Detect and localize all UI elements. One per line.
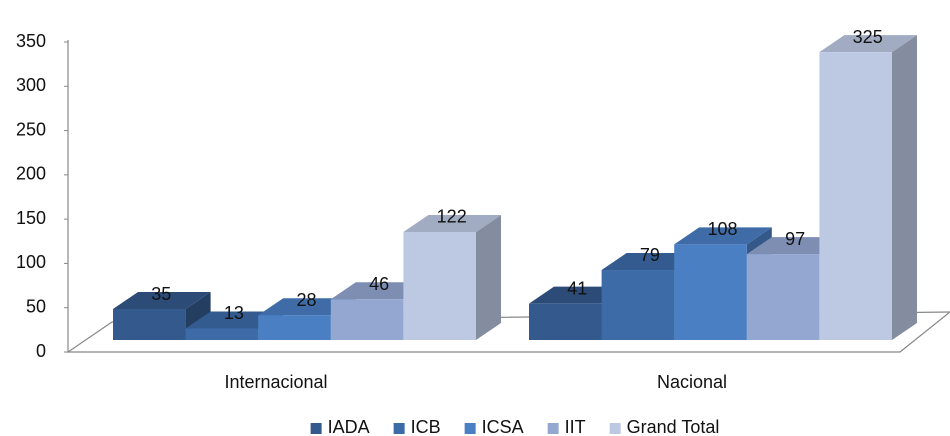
bar-front [601,270,675,340]
bar-side [892,35,917,341]
bar-side [476,214,501,340]
value-label: 28 [296,290,316,310]
y-tick-label: 200 [16,164,46,184]
legend-label: IIT [565,417,586,436]
y-tick-label: 100 [16,252,46,272]
legend-label: ICSA [482,417,524,436]
value-label: 13 [224,303,244,323]
legend-label: ICB [411,417,441,436]
y-tick-label: 350 [16,31,46,51]
legend-swatch [547,423,559,434]
y-tick-label: 0 [36,341,46,361]
bar-front [113,309,186,340]
legend-swatch [609,423,621,434]
value-label: 108 [707,219,737,239]
legend-swatch [464,423,476,434]
x-tick-label: Nacional [657,372,727,392]
value-label: 41 [567,278,587,298]
value-label: 122 [437,207,467,227]
bar-top [674,227,772,245]
legend-label: Grand Total [627,417,720,436]
y-tick-label: 250 [16,119,46,139]
y-tick-label: 300 [16,75,46,95]
bar-top [403,214,501,232]
value-label: 46 [369,274,389,294]
value-label: 35 [151,284,171,304]
bar-top [819,35,917,53]
bar-front [330,299,404,340]
bar-front [403,231,476,340]
bar-front [819,52,892,341]
y-tick-label: 50 [26,296,46,316]
value-label: 325 [853,27,883,47]
bar-top [113,292,211,309]
legend-swatch [393,423,405,434]
legend-swatch [310,423,322,434]
bar-front [185,328,259,340]
bar-front [529,303,602,340]
legend-label: IADA [328,417,370,436]
bar [113,292,211,340]
y-tick-label: 150 [16,208,46,228]
bar-front [746,254,820,340]
bar [403,214,501,340]
x-tick-label: Internacional [224,372,327,392]
value-label: 79 [640,245,660,265]
bar-front [258,315,331,340]
value-label: 97 [785,229,805,249]
bar-front [674,244,747,340]
bar [819,35,917,341]
